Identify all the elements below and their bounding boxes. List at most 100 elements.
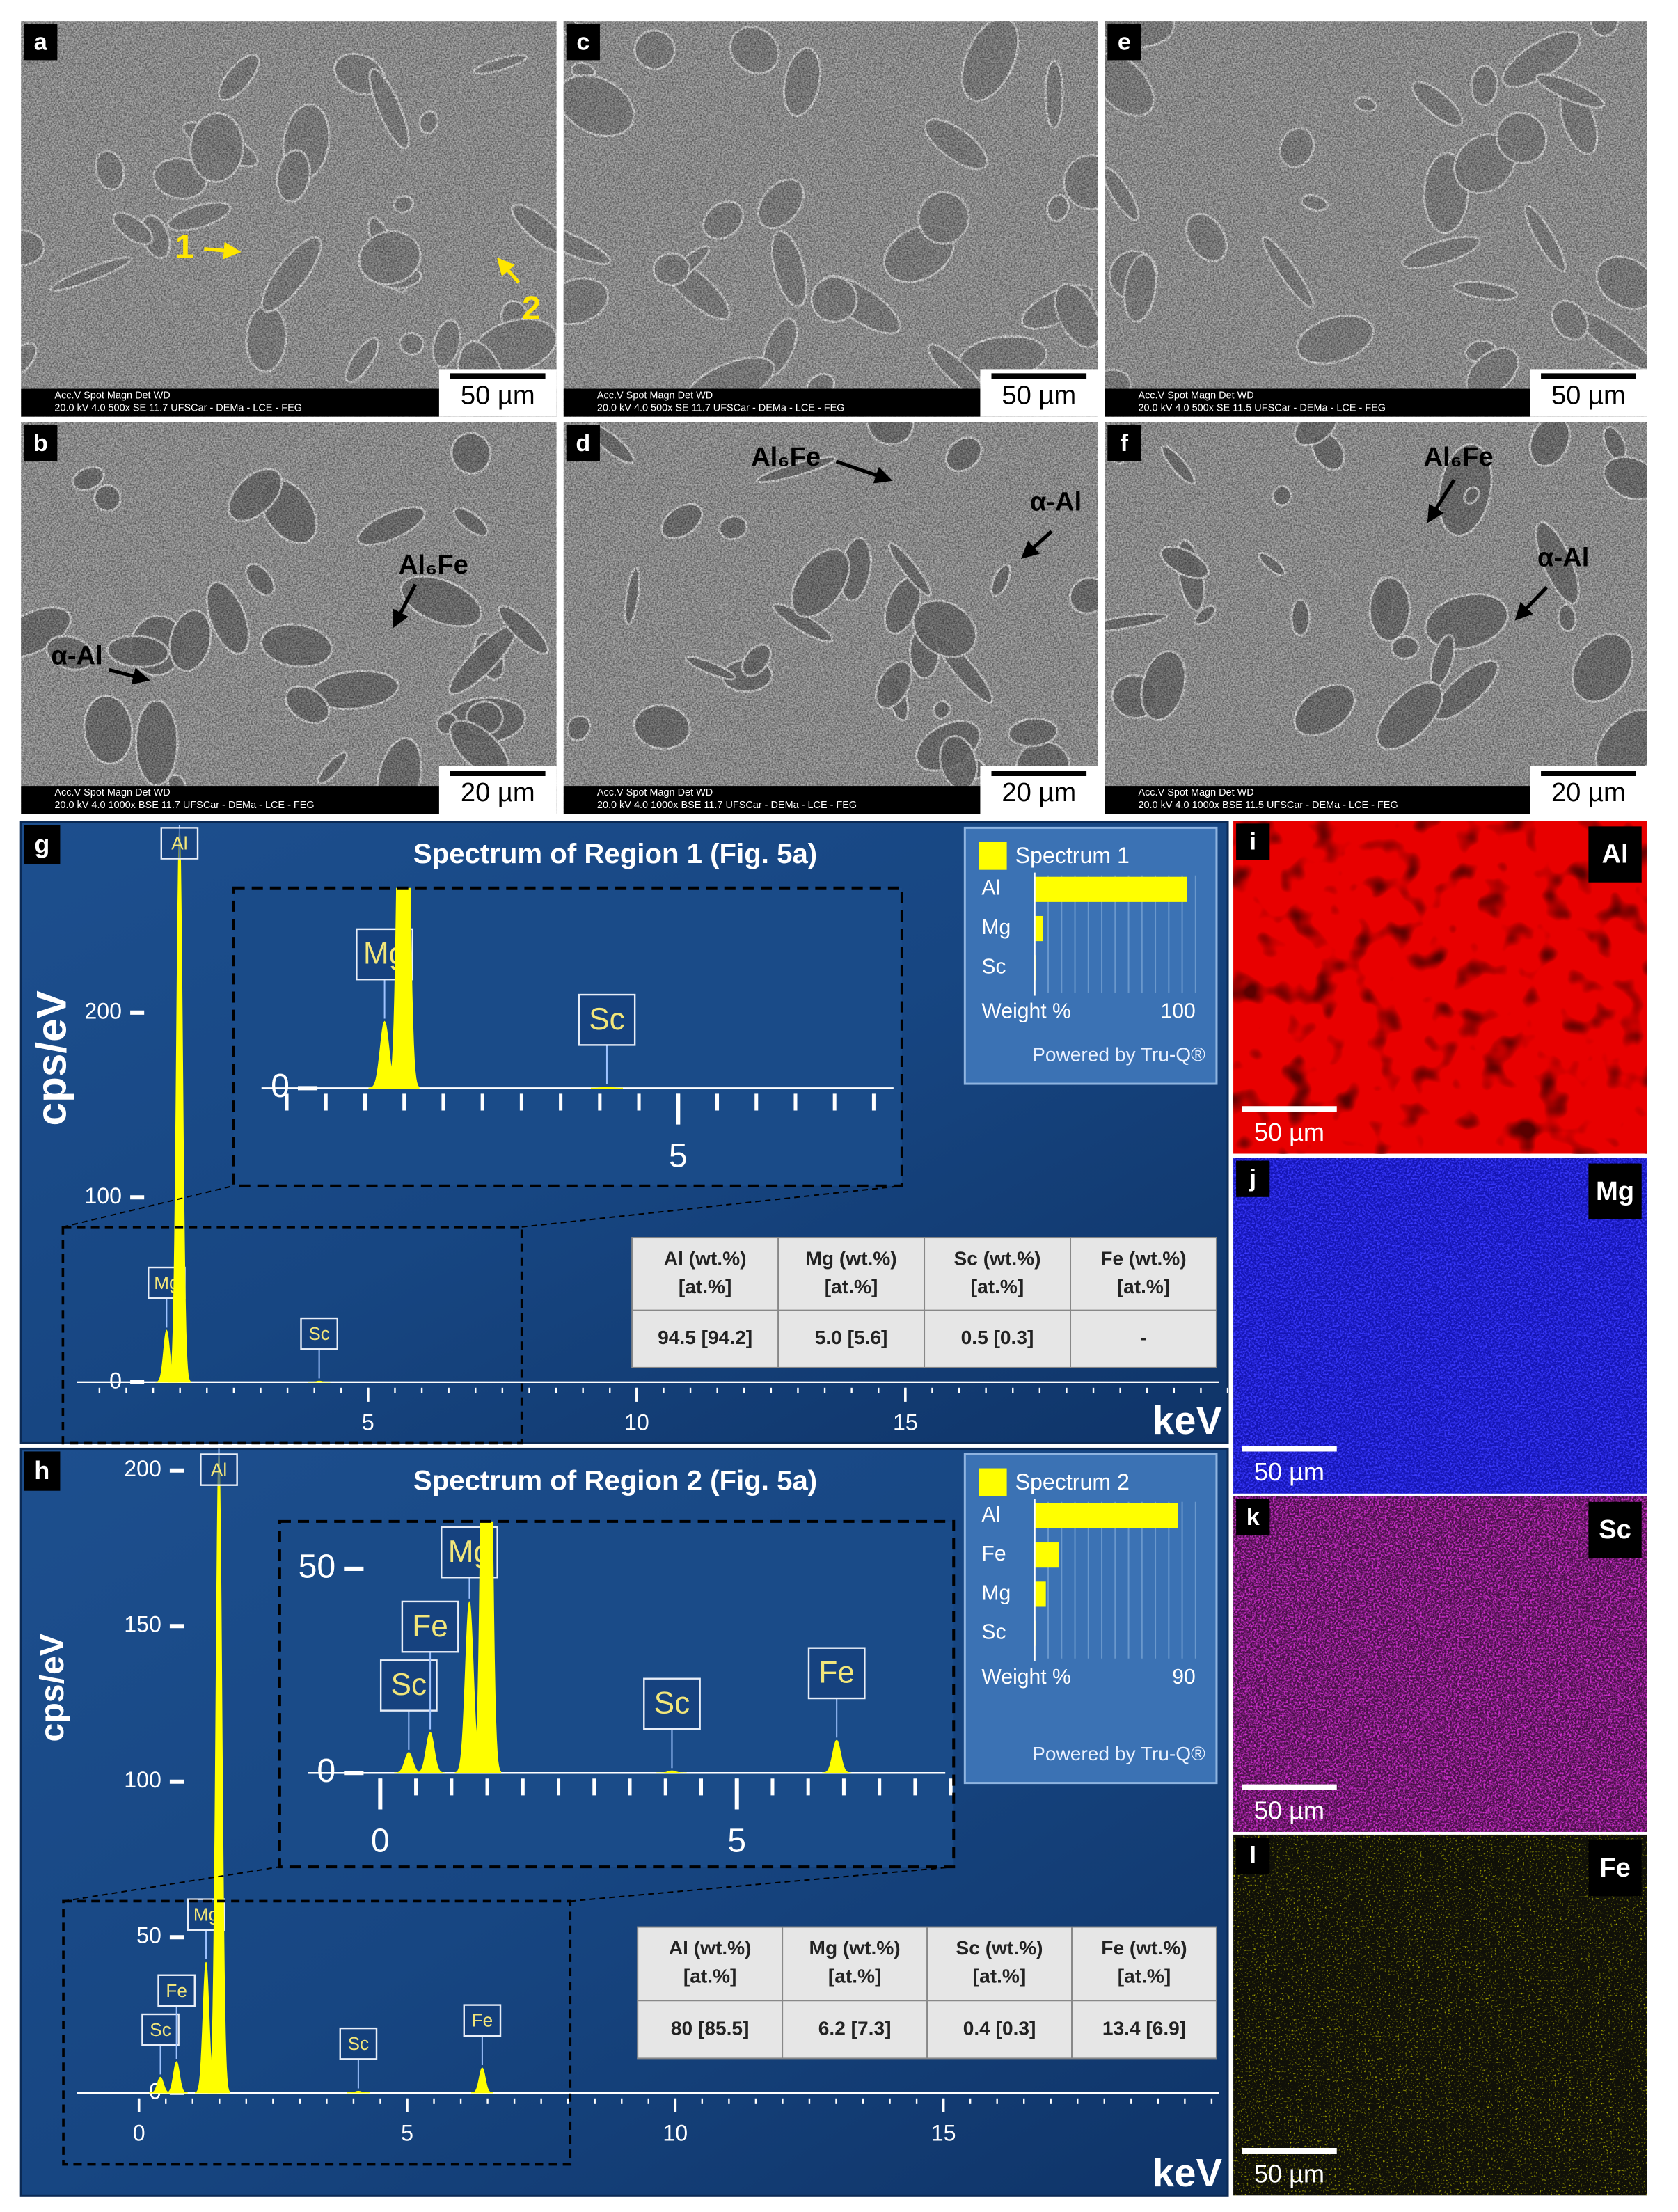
legend-axis-label: Weight % — [981, 1666, 1070, 1689]
x-tick-label: 5 — [727, 1822, 746, 1859]
panel-label-box — [24, 825, 61, 864]
scale-bar-label: 50 µm — [1254, 1457, 1324, 1486]
peak-label: Sc — [348, 2033, 369, 2054]
inset-background — [233, 887, 902, 1186]
peak-label: Fe — [818, 1656, 855, 1690]
peak-label: Sc — [308, 1323, 329, 1344]
info-text: Acc.V Spot Magn Det WD — [597, 390, 713, 401]
panel-label: i — [1249, 829, 1256, 855]
sem-panel: Acc.V Spot Magn Det WD 20.0 kV 4.0 1000x … — [563, 422, 1098, 814]
legend-element: Mg — [981, 916, 1011, 939]
panel-label-box — [24, 1451, 61, 1491]
panel-label: e — [1118, 29, 1131, 55]
map-texture — [1233, 1834, 1647, 2196]
annotation-arrow — [204, 242, 242, 260]
scale-bar-label: 50 µm — [1002, 381, 1076, 411]
annotation-arrow — [1020, 530, 1053, 559]
x-tick-label: 0 — [371, 1822, 390, 1859]
peak — [590, 1087, 624, 1089]
x-tick-label: 15 — [931, 2121, 956, 2146]
x-tick-label: 10 — [663, 2121, 688, 2146]
peak-label: Sc — [391, 1668, 427, 1702]
peak-label: Sc — [150, 2019, 171, 2040]
info-text: Acc.V Spot Magn Det WD — [1138, 390, 1253, 401]
peak-label: Al — [171, 832, 187, 853]
table-header: [at.%] — [679, 1276, 732, 1297]
peak-label-box — [807, 1647, 866, 1700]
table-header: Fe (wt.%) — [1100, 1248, 1186, 1270]
peak — [347, 2090, 370, 2094]
y-tick-label: 0 — [317, 1752, 335, 1790]
table-header: Sc (wt.%) — [954, 1248, 1041, 1270]
panel-label-box — [566, 425, 600, 462]
y-axis-label: cps/eV — [33, 1634, 71, 1741]
scale-bar-label: 20 µm — [461, 777, 535, 807]
info-text: 20.0 kV 4.0 1000x BSE 11.7 UFSCar - DEMa… — [54, 800, 314, 811]
map-texture — [1233, 1496, 1647, 1832]
peak — [822, 1739, 852, 1773]
x-axis-label: keV — [1153, 1398, 1223, 1442]
peak-label: Fe — [412, 1609, 448, 1643]
table-cell: 6.2 [7.3] — [818, 2017, 892, 2039]
element-label-box — [1588, 1840, 1642, 1897]
y-tick-label: 0 — [271, 1067, 290, 1105]
info-text: Acc.V Spot Magn Det WD — [54, 390, 170, 401]
y-tick-label: 50 — [299, 1548, 336, 1586]
panel-label: h — [34, 1456, 49, 1485]
peak-label-box — [141, 2013, 180, 2046]
table-cell: 0.5 [0.3] — [961, 1327, 1034, 1348]
sem-texture — [21, 422, 557, 814]
panel-label-box — [1236, 1499, 1270, 1535]
annotation: Al₆Fe — [1424, 442, 1494, 472]
main-plot: 5 10 15 0 100 200 Mg Al Sc — [77, 825, 1228, 1435]
legend-box — [963, 826, 1218, 1085]
legend-element: Al — [981, 877, 1000, 900]
sem-texture — [1105, 21, 1647, 417]
annotation-arrow — [109, 667, 150, 685]
x-axis-label: keV — [1153, 2151, 1223, 2195]
annotation-arrow — [835, 459, 893, 484]
panel-label: d — [576, 430, 590, 457]
y-axis-label: cps/eV — [27, 990, 74, 1125]
info-text: 20.0 kV 4.0 1000x BSE 11.7 UFSCar - DEMa… — [597, 800, 857, 811]
annotation-arrow — [1427, 478, 1456, 523]
legend-axis-max: 90 — [1172, 1666, 1196, 1689]
annotation-arrow — [496, 257, 521, 284]
info-text: 20.0 kV 4.0 500x SE 11.7 UFSCar - DEMa -… — [54, 402, 302, 413]
y-tick-label: 0 — [109, 1368, 122, 1393]
legend-name: Spectrum 1 — [1015, 843, 1130, 868]
scale-bar-label: 50 µm — [1551, 381, 1626, 411]
peak — [387, 887, 420, 1089]
table-cell: - — [1140, 1327, 1146, 1348]
y-tick-label: 200 — [84, 998, 122, 1023]
table-header: [at.%] — [1118, 1965, 1171, 1986]
sem-panel: Acc.V Spot Magn Det WD 20.0 kV 4.0 1000x … — [21, 422, 557, 814]
sem-panel: Acc.V Spot Magn Det WD 20.0 kV 4.0 1000x … — [1105, 422, 1647, 814]
element-label: Al — [1601, 839, 1628, 869]
map-texture — [1233, 1158, 1647, 1494]
scale-bar-label: 50 µm — [1254, 1118, 1324, 1146]
peak-label-box — [463, 2004, 502, 2037]
info-text: 20.0 kV 4.0 1000x BSE 11.5 UFSCar - DEMa… — [1138, 800, 1398, 811]
peak-label-box — [300, 1317, 338, 1350]
table-cell: 0.4 [0.3] — [963, 2017, 1036, 2039]
table-header: [at.%] — [1117, 1276, 1171, 1297]
peak — [471, 1521, 502, 1773]
annotation: α-Al — [1537, 543, 1589, 573]
map-texture — [1233, 821, 1647, 1154]
peak-label-box — [578, 993, 636, 1046]
peak-label: Al — [211, 1459, 227, 1480]
info-text: 20.0 kV 4.0 500x SE 11.7 UFSCar - DEMa -… — [597, 402, 845, 413]
table-cell: 94.5 [94.2] — [658, 1327, 752, 1348]
table-header: Al (wt.%) — [669, 1937, 752, 1959]
info-text: Acc.V Spot Magn Det WD — [54, 787, 170, 798]
legend-swatch — [979, 1468, 1007, 1496]
peak-label: Fe — [166, 1980, 187, 2001]
annotation: 1 — [175, 228, 194, 265]
